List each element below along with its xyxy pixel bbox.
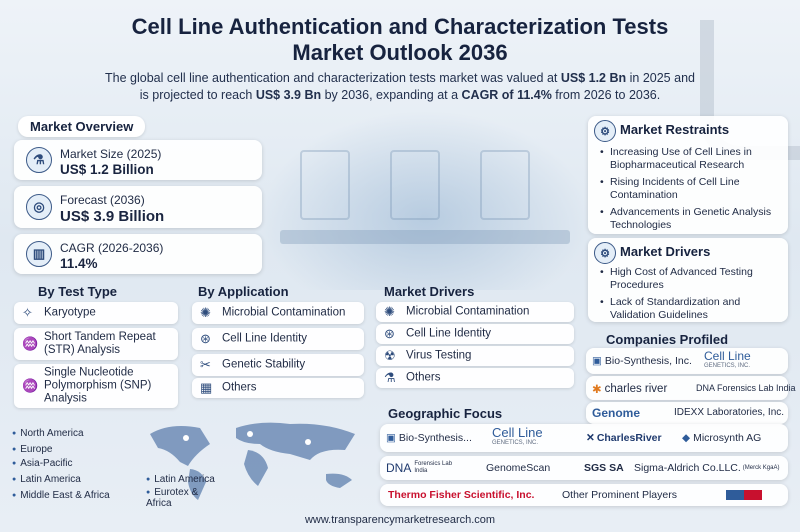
legend-item: Middle East & Africa	[12, 490, 109, 501]
geo-logo-row: DNA Forensics Lab India GenomeScan SGS S…	[380, 456, 788, 480]
list-item: ✧ Karyotype	[14, 302, 178, 324]
company-logo-row: ▣ Bio-Synthesis, Inc. Cell Line GENETICS,…	[586, 348, 788, 374]
legend-item: North America	[12, 428, 83, 439]
list-item: ✂ Genetic Stability	[192, 354, 364, 376]
overview-label: CAGR (2026-2036)	[60, 241, 164, 255]
overview-card-forecast: ◎ Forecast (2036) US$ 3.9 Billion	[14, 186, 262, 228]
cog-icon: ⚙	[594, 242, 616, 264]
bar-chart-icon: ▥	[26, 241, 52, 267]
map-label: Latin America	[146, 474, 215, 485]
market-restraints-card: ⚙ Market Restraints Increasing Use of Ce…	[588, 116, 788, 234]
by-test-type-heading: By Test Type	[38, 284, 117, 299]
company-logo: DNA Forensics Lab India	[386, 461, 453, 475]
grid-icon: ▦	[200, 380, 213, 395]
flask-icon: ⚗	[384, 370, 396, 385]
company-logo: DNA Forensics Lab India	[696, 383, 796, 393]
flag-icon	[726, 490, 762, 500]
company-logo: Thermo Fisher Scientific, Inc.	[388, 489, 535, 501]
legend-item: Latin America	[12, 474, 81, 485]
overview-label: Forecast (2036)	[60, 193, 145, 207]
market-overview-heading: Market Overview	[18, 116, 146, 137]
list-item: High Cost of Advanced Testing Procedures	[600, 266, 784, 291]
other-players-label: Other Prominent Players	[562, 489, 677, 501]
list-item: ✺ Microbial Contamination	[192, 302, 364, 324]
company-logo: ▣ Bio-Synthesis, Inc.	[592, 355, 692, 367]
background-lab-illustration	[260, 20, 800, 290]
list-item: ♒ Short Tandem Repeat (STR) Analysis	[14, 328, 178, 360]
region-legend: North America Europe Asia-Pacific Latin …	[12, 428, 152, 508]
overview-value: US$ 3.9 Billion	[60, 208, 165, 225]
overview-label: Market Size (2025)	[60, 147, 162, 161]
fingerprint-icon: ⊛	[200, 331, 211, 346]
page-title: Cell Line Authentication and Characteriz…	[131, 14, 669, 65]
market-drivers-mid-heading: Market Drivers	[384, 284, 475, 299]
legend-item: Asia-Pacific	[12, 458, 72, 469]
list-item: Lack of Standardization and Validation G…	[600, 296, 784, 321]
dna-helix-icon: ♒	[22, 378, 39, 393]
drivers-right-list: High Cost of Advanced Testing Procedures…	[600, 266, 784, 326]
world-map	[150, 422, 355, 500]
geo-logo-row: ▣ Bio-Synthesis... Cell Line GENETICS, IN…	[380, 424, 788, 452]
company-logo: IDEXX Laboratories, Inc.	[674, 407, 785, 418]
company-logo: ✱ charles river	[592, 383, 668, 396]
restraints-list: Increasing Use of Cell Lines in Biopharm…	[600, 146, 784, 236]
company-logo: ◆ Microsynth AG	[682, 432, 762, 444]
market-drivers-right-card: ⚙ Market Drivers High Cost of Advanced T…	[588, 238, 788, 322]
list-item: ✺ Microbial Contamination	[376, 302, 574, 322]
page-subtitle: The global cell line authentication and …	[105, 71, 695, 102]
bacteria-icon: ✺	[384, 304, 395, 319]
company-logo: ▣ Bio-Synthesis...	[386, 432, 472, 444]
list-item: ⊛ Cell Line Identity	[376, 324, 574, 344]
overview-card-cagr: ▥ CAGR (2026-2036) 11.4%	[14, 234, 262, 274]
company-logo: ✕ CharlesRiver	[586, 432, 662, 444]
geo-logo-row: Thermo Fisher Scientific, Inc. Other Pro…	[380, 484, 788, 506]
microscope-icon: ⚙	[594, 120, 616, 142]
list-item: Rising Incidents of Cell Line Contaminat…	[600, 176, 784, 201]
company-logo-row: ✱ charles river DNA Forensics Lab India	[586, 376, 796, 400]
list-item: Increasing Use of Cell Lines in Biopharm…	[600, 146, 784, 171]
dna-icon: ♒	[22, 336, 39, 351]
company-logo: GenomeScan	[486, 462, 551, 474]
company-logo: Genome	[592, 406, 641, 420]
list-item: ▦ Others	[192, 378, 364, 398]
company-logo: Sigma-Aldrich Co.LLC. (Merck KgaA)	[634, 462, 780, 474]
flask-icon: ⚗	[26, 147, 52, 173]
legend-item: Europe	[12, 444, 52, 455]
market-restraints-heading: Market Restraints	[620, 122, 730, 137]
list-item: ⊛ Cell Line Identity	[192, 328, 364, 350]
company-logo: Cell Line GENETICS, INC.	[492, 425, 543, 446]
market-drivers-right-heading: Market Drivers	[620, 244, 711, 259]
bacteria-icon: ✺	[200, 305, 211, 320]
virus-icon: ☢	[384, 348, 396, 363]
company-logo: SGS SA	[584, 462, 624, 474]
target-icon: ◎	[26, 194, 52, 220]
map-labels: Latin America Eurotex & Africa	[146, 474, 246, 509]
overview-value: US$ 1.2 Billion	[60, 162, 154, 177]
geographic-focus-heading: Geographic Focus	[388, 406, 503, 421]
dna-icon: ✂	[200, 357, 211, 372]
map-label: Eurotex & Africa	[146, 488, 216, 509]
overview-value: 11.4%	[60, 256, 98, 271]
list-item: ⚗ Others	[376, 368, 574, 388]
company-logo: Cell Line GENETICS, INC.	[704, 349, 751, 369]
fingerprint-icon: ⊛	[384, 326, 395, 341]
by-application-heading: By Application	[198, 284, 289, 299]
chromosome-icon: ✧	[22, 305, 33, 320]
companies-profiled-heading: Companies Profiled	[606, 332, 729, 347]
list-item: Advancements in Genetic Analysis Technol…	[600, 206, 784, 231]
footer-url: www.transparencymarketresearch.com	[304, 514, 496, 526]
list-item: ♒ Single Nucleotide Polymorphism (SNP) A…	[14, 364, 178, 408]
overview-card-size: ⚗ Market Size (2025) US$ 1.2 Billion	[14, 140, 262, 180]
list-item: ☢ Virus Testing	[376, 346, 574, 366]
company-logo-row: Genome IDEXX Laboratories, Inc.	[586, 402, 788, 424]
